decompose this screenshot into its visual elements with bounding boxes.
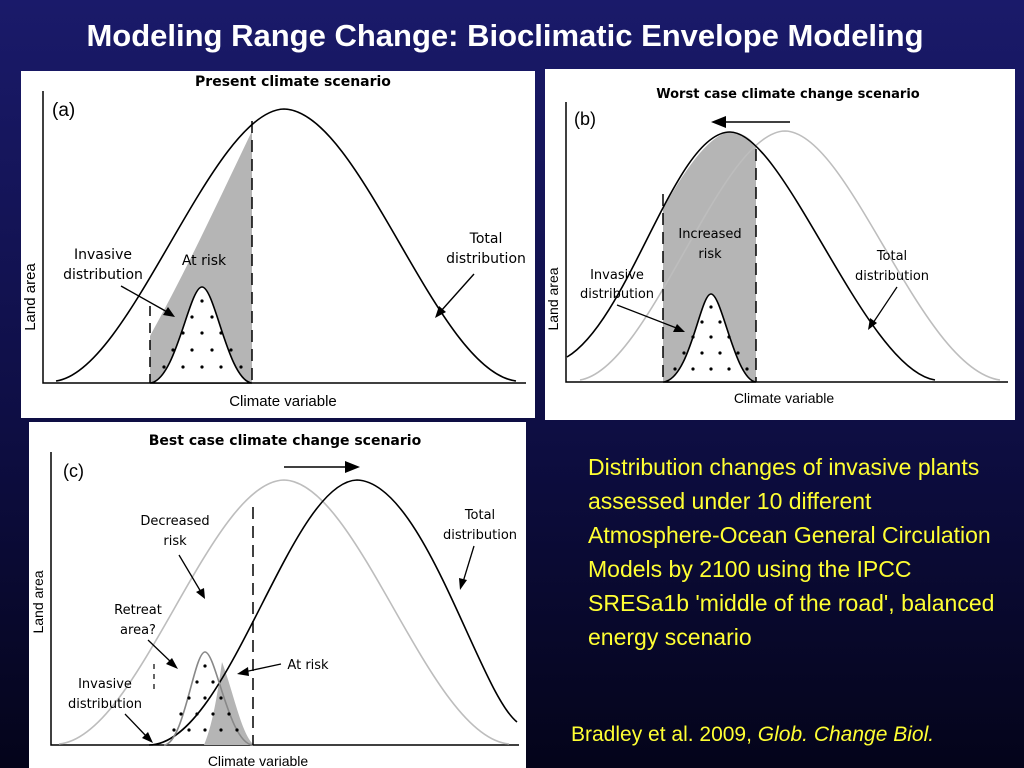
slide-body-text: Distribution changes of invasive plants … xyxy=(588,454,995,650)
panel-a-axes xyxy=(42,91,526,384)
panel-c-total-arrowhead xyxy=(459,578,467,590)
panel-a-at-risk-label: At risk xyxy=(182,253,227,269)
panel-c-decreased-label-1: Decreased xyxy=(140,514,209,529)
panel-c-shifted-total-distribution-curve xyxy=(148,479,518,746)
panel-b-present-distribution-curve xyxy=(579,130,1001,381)
panel-b-dots xyxy=(673,305,749,371)
panel-c-decreased-label-2: risk xyxy=(163,534,187,549)
slide-title: Modeling Range Change: Bioclimatic Envel… xyxy=(86,18,924,53)
panel-c-invasive-label-1: Invasive xyxy=(78,677,132,692)
panel-b-increased-label-1: Increased xyxy=(678,227,741,242)
panel-a-total-label-1: Total xyxy=(469,231,503,247)
panel-a-invasive-arrow xyxy=(120,285,170,314)
panel-c-at-risk-arrowhead xyxy=(237,667,249,676)
panel-c-diagram: Best case climate change scenario (c) La… xyxy=(30,433,519,768)
panel-c-total-arrow xyxy=(462,545,475,583)
panel-b-invasive-arrowhead xyxy=(673,324,685,332)
panel-b-diagram: Worst case climate change scenario (b) L… xyxy=(545,87,1008,406)
citation-authors: Bradley et al. 2009, xyxy=(571,723,758,746)
panel-b-ylabel: Land area xyxy=(545,267,561,330)
panel-c-decreased-arrow xyxy=(178,554,202,593)
panel-a-invasive-label-2: distribution xyxy=(63,267,143,283)
panel-a-dots xyxy=(162,299,243,369)
panel-b-total-arrow xyxy=(872,286,898,324)
panel-c-retreat-label-1: Retreat xyxy=(114,603,162,618)
panel-c-retreat-curve xyxy=(163,651,254,746)
panel-c-retreat-arrowhead xyxy=(166,658,178,669)
panel-a-total-distribution-curve xyxy=(55,108,517,382)
panel-c-total-label-1: Total xyxy=(464,508,495,523)
panel-c-decreased-arrowhead xyxy=(196,588,205,599)
panel-c-axes xyxy=(50,452,519,746)
slide-citation: Bradley et al. 2009, Glob. Change Biol. xyxy=(571,723,934,747)
panel-a-ylabel: Land area xyxy=(22,263,39,331)
panel-b-title: Worst case climate change scenario xyxy=(656,87,920,102)
panel-b-shift-arrowhead xyxy=(711,116,726,128)
panel-b-invasive-distribution-curve xyxy=(662,293,757,383)
panel-c-retreat-label-2: area? xyxy=(120,623,156,638)
panel-c-shift-arrowhead xyxy=(345,461,360,473)
panel-c-xlabel: Climate variable xyxy=(208,753,309,768)
panel-a-label: (a) xyxy=(52,100,75,121)
panel-c-present-distribution-curve xyxy=(58,479,510,745)
panel-c-invasive-arrow xyxy=(124,713,148,738)
panel-a-title: Present climate scenario xyxy=(195,74,391,90)
panel-b-invasive-label-1: Invasive xyxy=(590,268,644,283)
panel-c-ylabel: Land area xyxy=(30,570,46,633)
panel-c-invasive-label-2: distribution xyxy=(68,697,142,712)
citation-journal: Glob. Change Biol. xyxy=(757,723,935,746)
panel-c-total-label-2: distribution xyxy=(443,528,517,543)
panel-b-worst-case-scenario: Worst case climate change scenario (b) L… xyxy=(545,69,1015,420)
panel-c-best-case-scenario: Best case climate change scenario (c) La… xyxy=(29,422,526,768)
panel-b-axes xyxy=(565,102,1008,383)
panel-b-xlabel: Climate variable xyxy=(734,390,835,406)
panel-b-invasive-arrow xyxy=(616,304,680,330)
panel-a-invasive-distribution-curve xyxy=(149,286,253,384)
panel-b-increased-risk-area xyxy=(663,132,756,382)
panel-b-total-label-2: distribution xyxy=(855,269,929,284)
panel-a-invasive-label-1: Invasive xyxy=(74,247,132,263)
panel-a-at-risk-area xyxy=(150,131,252,383)
panel-a-xlabel: Climate variable xyxy=(229,393,337,410)
panel-a-present-scenario: Present climate scenario (a) Land area C… xyxy=(21,71,535,418)
panel-a-total-arrow xyxy=(440,273,475,312)
panel-a-diagram: Present climate scenario (a) Land area C… xyxy=(22,74,526,410)
panel-b-invasive-label-2: distribution xyxy=(580,287,654,302)
panel-b-total-label-1: Total xyxy=(876,249,907,264)
panel-c-retreat-arrow xyxy=(147,639,173,664)
panel-a-total-label-2: distribution xyxy=(446,251,526,267)
panel-c-dots xyxy=(172,664,239,732)
panel-c-title: Best case climate change scenario xyxy=(149,433,422,449)
panel-a-invasive-arrowhead xyxy=(163,307,175,317)
panel-c-at-risk-area xyxy=(204,662,253,745)
panel-b-increased-label-2: risk xyxy=(698,247,722,262)
panel-c-at-risk-label: At risk xyxy=(287,658,329,673)
panel-a-total-arrowhead xyxy=(435,306,446,318)
panel-c-invasive-arrowhead xyxy=(142,732,153,743)
panel-b-label: (b) xyxy=(574,109,596,129)
panel-c-label: (c) xyxy=(63,461,84,481)
panel-b-total-arrowhead xyxy=(868,318,877,330)
panel-c-at-risk-arrow xyxy=(243,663,282,673)
